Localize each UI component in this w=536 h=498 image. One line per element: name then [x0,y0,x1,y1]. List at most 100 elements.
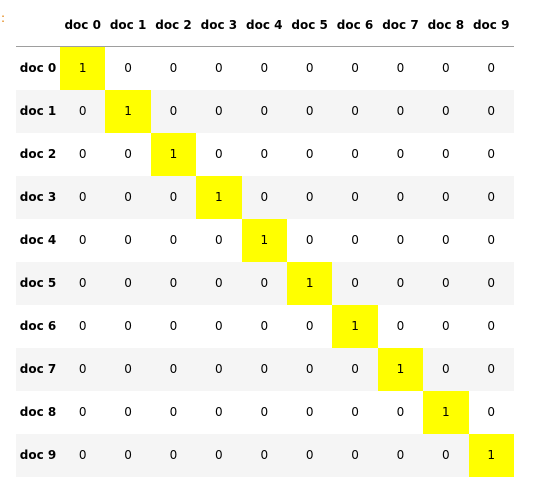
table-cell: 0 [487,362,496,376]
row-header: doc 7 [19,362,57,376]
table-cell: 0 [305,104,314,118]
table-cell: 0 [78,233,87,247]
table-cell: 0 [260,362,269,376]
table-cell: 0 [442,233,450,247]
table-cell: 0 [260,190,269,204]
table-cell: 0 [78,104,87,118]
table-row: doc 9 0 0 0 0 0 0 0 0 0 1 [16,433,514,477]
table-cell: 0 [487,147,496,161]
row-header: doc 4 [19,233,57,247]
column-header: doc 8 [423,4,469,47]
table-cell: 0 [78,147,87,161]
table-cell: 0 [396,147,405,161]
table-cell: 1 [286,261,333,305]
table-cell: 0 [396,104,405,118]
row-header: doc 0 [19,61,57,76]
table-cell: 0 [442,190,450,204]
table-cell: 0 [260,448,269,462]
table-cell: 0 [124,405,132,419]
table-cell: 0 [442,319,450,333]
column-header: doc 6 [332,4,378,47]
table-cell: 1 [377,347,424,391]
table-cell: 0 [78,276,87,290]
table-row: doc 6 0 0 0 0 0 0 1 0 0 0 [16,304,514,348]
header-row: doc 0 doc 1 doc 2 doc 3 doc 4 doc 5 doc … [16,4,514,47]
table-cell: 0 [305,190,314,204]
table-cell: 0 [169,405,178,419]
table-cell: 0 [260,104,269,118]
table-cell: 1 [105,89,151,133]
table-cell: 0 [78,190,87,204]
table-cell: 0 [396,190,405,204]
table-cell: 0 [169,362,178,376]
table-cell: 0 [487,190,496,204]
table-cell: 0 [260,319,269,333]
table-cell: 0 [260,147,269,161]
table-cell: 0 [124,61,132,76]
table-cell: 0 [215,362,223,376]
table-cell: 0 [169,276,178,290]
table-cell: 0 [78,448,87,462]
table-cell: 0 [396,233,405,247]
table-cell: 0 [215,104,223,118]
table-cell: 0 [169,61,178,76]
table-cell: 0 [169,319,178,333]
table-cell: 0 [305,61,314,76]
table-cell: 0 [442,362,450,376]
table-cell: 0 [351,405,359,419]
table-cell: 1 [423,390,469,434]
column-header: doc 5 [286,4,333,47]
table-cell: 0 [215,448,223,462]
table-cell: 0 [351,448,359,462]
table-cell: 0 [260,276,269,290]
table-cell: 0 [396,276,405,290]
similarity-matrix-table: doc 0 doc 1 doc 2 doc 3 doc 4 doc 5 doc … [16,4,514,477]
table-cell: 0 [487,233,496,247]
table-row: doc 4 0 0 0 0 1 0 0 0 0 0 [16,218,514,262]
table-cell: 0 [78,362,87,376]
table-cell: 0 [169,233,178,247]
table-cell: 0 [351,147,359,161]
table-cell: 0 [396,448,405,462]
table-cell: 0 [442,448,450,462]
table-cell: 0 [487,405,496,419]
row-header: doc 2 [19,147,57,161]
row-header: doc 5 [19,276,57,290]
table-cell: 0 [487,61,496,76]
table-cell: 1 [196,175,242,219]
table-cell: 1 [150,132,197,176]
column-header: doc 2 [150,4,197,47]
table-cell: 0 [351,61,359,76]
table-row: doc 2 0 0 1 0 0 0 0 0 0 0 [16,132,514,176]
table-cell: 0 [487,319,496,333]
table-cell: 1 [241,218,287,262]
table-cell: 0 [124,448,132,462]
table-cell: 0 [305,362,314,376]
table-cell: 0 [351,104,359,118]
table-cell: 0 [305,319,314,333]
table-cell: 0 [396,319,405,333]
table-cell: 0 [215,61,223,76]
table-cell: 0 [215,147,223,161]
table-cell: 0 [215,233,223,247]
row-header: doc 1 [19,104,57,118]
column-header: doc 1 [105,4,151,47]
table-cell: 0 [215,405,223,419]
table-cell: 0 [215,319,223,333]
table-row: doc 8 0 0 0 0 0 0 0 0 1 0 [16,390,514,434]
table-cell: 0 [305,233,314,247]
row-header: doc 6 [19,319,57,333]
table-cell: 1 [60,46,106,90]
column-header: doc 7 [377,4,424,47]
table-cell: 0 [396,61,405,76]
column-header: doc 4 [241,4,287,47]
table-cell: 0 [305,405,314,419]
table-cell: 0 [260,61,269,76]
table-cell: 0 [305,448,314,462]
row-header: doc 8 [19,405,57,419]
table-cell: 0 [351,362,359,376]
row-header: doc 9 [19,448,57,462]
row-header: doc 3 [19,190,57,204]
table-cell: 0 [351,190,359,204]
